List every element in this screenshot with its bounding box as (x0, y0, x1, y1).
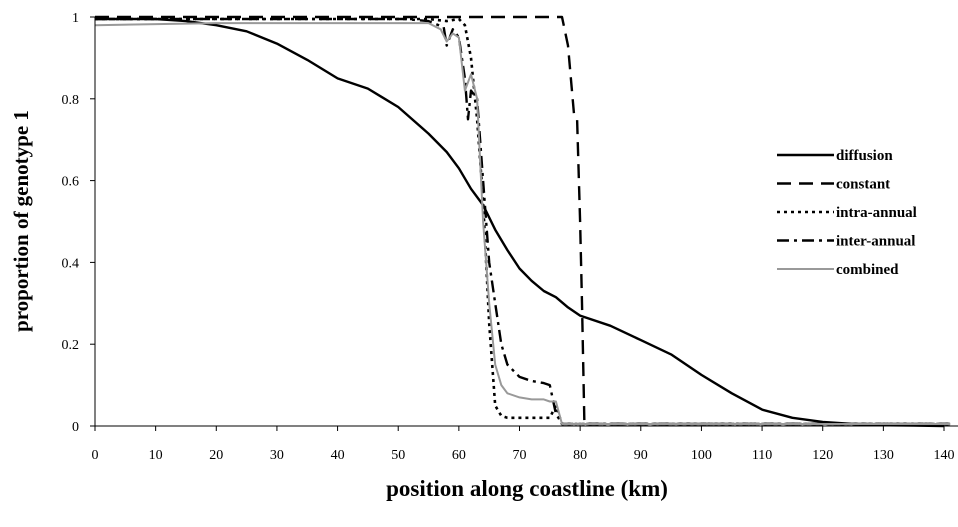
y-tick-label: 0.8 (62, 93, 80, 108)
y-axis-title: proportion of genotype 1 (9, 110, 33, 332)
legend-label-diffusion: diffusion (836, 148, 893, 164)
legend-label-constant: constant (836, 177, 890, 193)
series-line-combined (94, 22, 951, 425)
series-line-intra-annual (95, 17, 951, 426)
x-ticks: 0 10 20 30 40 50 60 70 80 90 100 110 120 130 140 (92, 426, 955, 463)
series-line-diffusion (95, 17, 945, 428)
legend-label-inter-annual: inter-annual (836, 234, 915, 250)
x-tick-label: 110 (752, 448, 772, 463)
x-tick-label: 60 (452, 448, 466, 463)
x-tick-label: 50 (391, 448, 405, 463)
legend-label-combined: combined (836, 262, 899, 278)
y-tick-label: 0.6 (62, 175, 80, 190)
plot-lines (94, 15, 951, 428)
x-tick-label: 0 (92, 448, 99, 463)
x-tick-label: 120 (812, 448, 833, 463)
x-tick-label: 40 (331, 448, 345, 463)
legend: diffusion constant intra-annual inter-annua… (777, 148, 917, 278)
y-tick-label: 1 (72, 11, 79, 26)
x-tick-label: 130 (873, 448, 894, 463)
y-tick-label: 0.4 (62, 256, 80, 271)
x-tick-label: 20 (209, 448, 223, 463)
x-tick-label: 140 (934, 448, 955, 463)
series-line-inter-annual (95, 17, 951, 426)
y-tick-label: 0 (72, 420, 79, 435)
x-axis-title: position along coastline (km) (386, 476, 668, 501)
x-tick-label: 100 (691, 448, 712, 463)
legend-label-intra-annual: intra-annual (836, 205, 917, 221)
x-tick-label: 90 (634, 448, 648, 463)
y-ticks: 0 0.2 0.4 0.6 0.8 1 (62, 11, 95, 435)
axes (94, 17, 958, 427)
series-line-constant (95, 15, 951, 426)
x-tick-label: 80 (573, 448, 587, 463)
x-tick-label: 70 (513, 448, 527, 463)
x-tick-label: 10 (149, 448, 163, 463)
x-tick-label: 30 (270, 448, 284, 463)
y-tick-label: 0.2 (62, 338, 80, 353)
